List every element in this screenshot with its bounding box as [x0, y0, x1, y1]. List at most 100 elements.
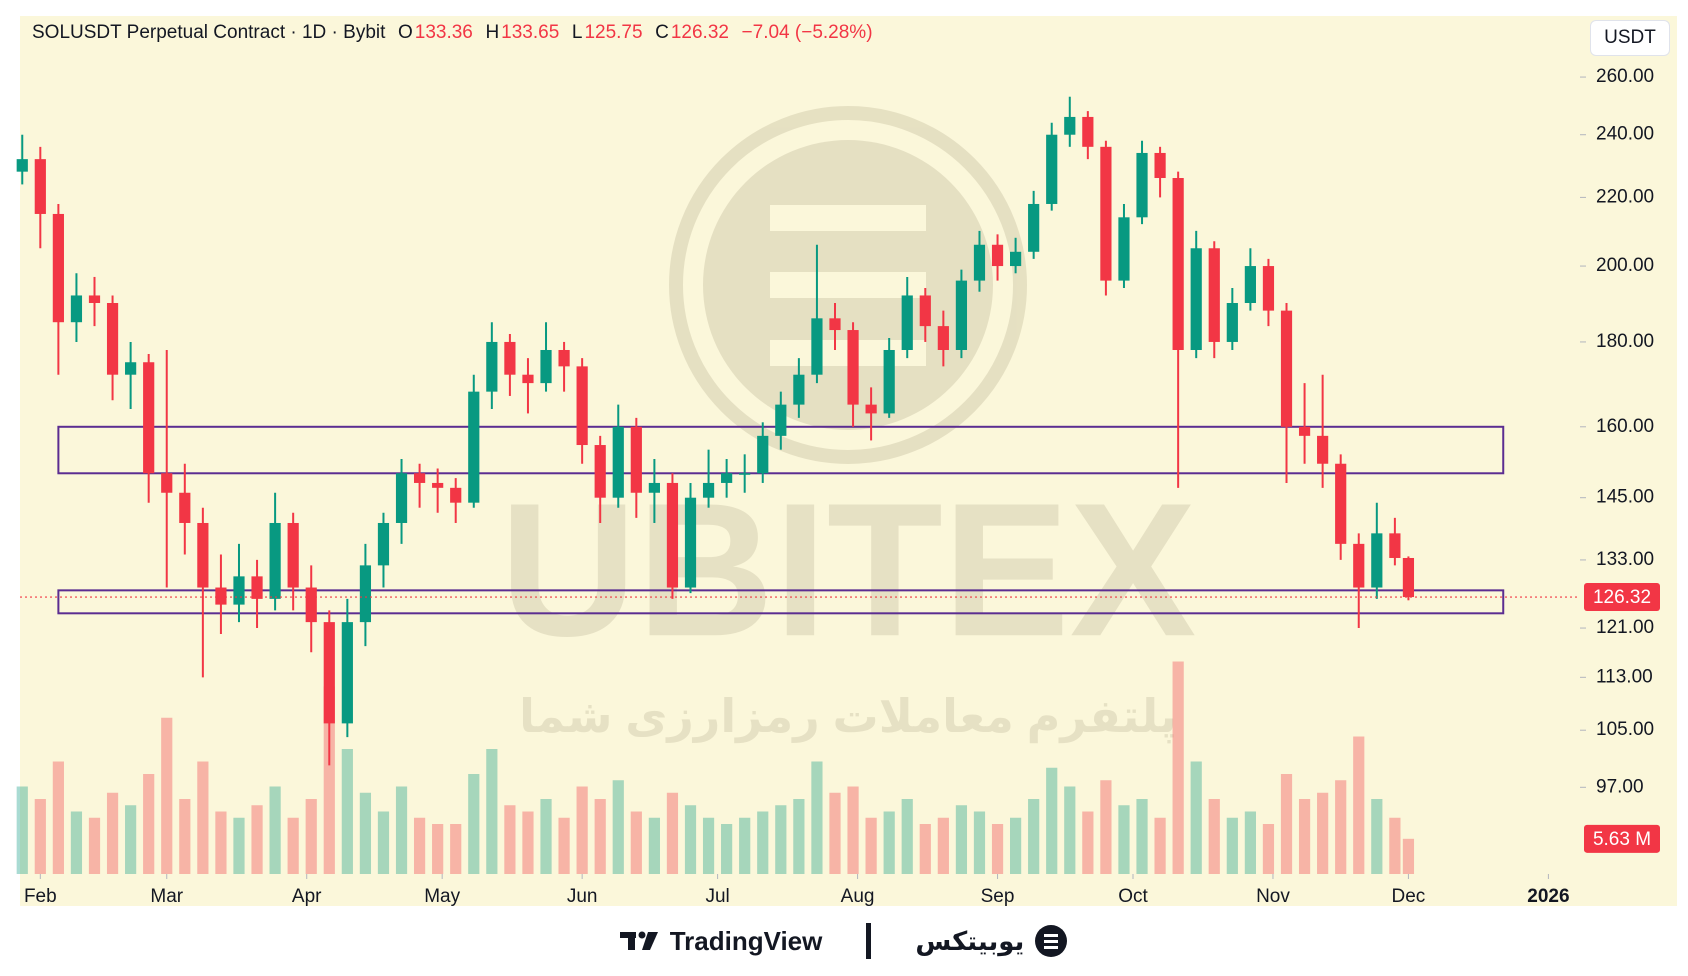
candle-body — [377, 522, 390, 566]
currency-button[interactable]: USDT — [1590, 20, 1670, 56]
candle-body — [1100, 146, 1112, 281]
volume-bar — [666, 792, 679, 874]
candle-body — [395, 473, 408, 523]
candle-body — [1335, 463, 1347, 544]
candle-body — [1064, 116, 1076, 135]
volume-bar — [468, 774, 480, 874]
candle-body — [450, 487, 462, 503]
volume-bar — [233, 817, 245, 874]
volume-bar — [359, 792, 372, 874]
x-tick-label: Apr — [292, 886, 322, 907]
volume-bar — [721, 824, 733, 874]
volume-bar — [305, 799, 317, 874]
watermark-logo — [669, 106, 1027, 464]
volume-bar — [991, 824, 1004, 874]
brand-logo: یوبیتکس — [915, 924, 1068, 958]
high-value: 133.65 — [501, 22, 560, 43]
candle-body — [1244, 266, 1256, 304]
candle-body — [865, 404, 877, 414]
candle-body — [16, 159, 28, 172]
volume-bar — [1154, 817, 1166, 874]
candle-body — [432, 482, 444, 488]
candle-body — [1226, 303, 1238, 342]
volume-bar — [1371, 799, 1383, 874]
volume-bar — [323, 686, 335, 874]
tradingview-text: TradingView — [669, 925, 823, 956]
footer: TradingView یوبیتکس — [0, 906, 1688, 976]
tradingview-logo: TradingView — [619, 925, 823, 957]
candle-body — [269, 522, 281, 599]
volume-bar — [215, 811, 227, 874]
volume-bar — [1402, 838, 1415, 874]
low-value: 125.75 — [584, 22, 643, 43]
volume-bar — [1028, 799, 1040, 874]
volume-bar — [630, 811, 642, 874]
candle-body — [1046, 134, 1058, 204]
candle-body — [973, 244, 986, 281]
volume-bar — [955, 805, 968, 874]
volume-bar — [1208, 799, 1220, 874]
x-tick-label: Aug — [841, 886, 875, 907]
volume-bar — [1298, 799, 1311, 874]
volume-bar — [1064, 786, 1076, 874]
watermark-name: UBITEX — [500, 464, 1197, 676]
candle-body — [341, 622, 353, 724]
volume-bar — [1082, 811, 1094, 874]
volume-bar — [847, 786, 859, 874]
volume-bar — [432, 824, 444, 874]
volume-bar — [775, 805, 787, 874]
candle-body — [1353, 543, 1365, 588]
volume-bar — [1136, 799, 1148, 874]
candle-body — [88, 295, 101, 304]
candle-body — [901, 295, 913, 350]
volume-bar — [1190, 761, 1202, 874]
legend-header: SOLUSDT Perpetual Contract · 1D · Bybit … — [32, 22, 875, 44]
volume-bar — [702, 817, 715, 874]
last-price-box — [1584, 583, 1660, 612]
y-tick-label: 121.00 — [1596, 617, 1654, 638]
x-tick-label: Oct — [1118, 886, 1148, 907]
y-tick-label: 113.00 — [1596, 666, 1653, 687]
support-zone — [57, 589, 1505, 615]
volume-bar — [1317, 792, 1329, 874]
volume-bar — [558, 817, 570, 874]
volume-bar — [1118, 805, 1130, 874]
watermark-tagline: پلتفرم معاملات رمزارزی شما — [519, 690, 1177, 744]
candle-body — [702, 482, 715, 498]
candle-body — [1389, 533, 1401, 558]
x-tick-label: Jul — [705, 886, 729, 907]
candle-body — [883, 349, 895, 414]
candle-body — [468, 391, 480, 503]
candle-body — [70, 295, 83, 323]
volume-bar — [919, 824, 931, 874]
candle-body — [233, 576, 245, 605]
volume-bar — [1100, 780, 1112, 874]
volume-bar — [684, 805, 697, 874]
volume-bar — [341, 749, 353, 874]
volume-bar — [251, 805, 263, 874]
volume-bar — [88, 817, 101, 874]
candle-body — [684, 497, 697, 588]
candle-body — [630, 426, 642, 493]
candle-body — [1136, 152, 1148, 218]
candle-body — [612, 426, 624, 498]
symbol: SOLUSDT Perpetual Contract · 1D · Bybit — [32, 22, 386, 43]
volume-bar — [1226, 817, 1238, 874]
candle-body — [540, 349, 552, 384]
volume-bar — [395, 786, 408, 874]
candle-body — [197, 522, 209, 588]
volume-bar — [612, 780, 624, 874]
volume-bar — [52, 761, 64, 874]
y-tick-label: 260.00 — [1596, 66, 1654, 87]
volume-bar — [16, 786, 28, 874]
candle-body — [739, 473, 751, 475]
volume-bar — [34, 799, 46, 874]
volume-bar — [1172, 661, 1184, 874]
candle-body — [522, 374, 534, 384]
candle-body — [251, 576, 263, 599]
volume-bar — [1335, 780, 1347, 874]
candle-body — [1028, 203, 1040, 252]
volume-bar — [161, 717, 173, 874]
volume-bar — [648, 817, 660, 874]
